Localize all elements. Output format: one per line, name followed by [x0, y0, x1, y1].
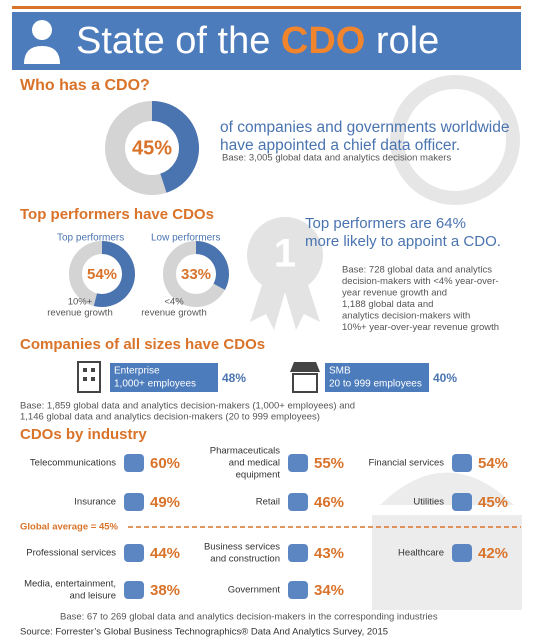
- industry-percent: 45%: [478, 494, 508, 511]
- statement: of companies and governments worldwide: [220, 119, 510, 136]
- badge-number: 1: [274, 232, 296, 276]
- industry-icon: [288, 454, 308, 472]
- donut-label: 54%: [87, 266, 117, 283]
- size-detail: 20 to 999 employees: [329, 379, 422, 390]
- size-name: SMB: [329, 366, 351, 377]
- industry-percent: 60%: [150, 455, 180, 472]
- industry-icon: [452, 493, 472, 511]
- industry-name: equipment: [236, 470, 281, 481]
- size-icon: [77, 361, 101, 393]
- donut-label: 45%: [132, 137, 172, 159]
- size-detail: 1,000+ employees: [114, 379, 196, 390]
- base-note: 1,188 global data and: [342, 299, 433, 310]
- statement: Top performers are 64%: [305, 215, 466, 232]
- industry-percent: 42%: [478, 545, 508, 562]
- donut-arc: [93, 241, 135, 307]
- section-heading: Top performers have CDOs: [20, 206, 214, 223]
- industry-percent: 43%: [314, 545, 344, 562]
- base-note: Base: 67 to 269 global data and analytic…: [60, 612, 438, 623]
- industry-icon: [124, 493, 144, 511]
- industry-name: Insurance: [74, 497, 116, 508]
- person-icon: [24, 20, 60, 64]
- section-heading: Companies of all sizes have CDOs: [20, 336, 265, 353]
- base-note: Base: 3,005 global data and analytics de…: [222, 153, 451, 164]
- building-graphic: [372, 472, 522, 610]
- industry-icon: [288, 493, 308, 511]
- icon-shape: [292, 373, 318, 393]
- title-part: State of the: [76, 20, 281, 62]
- industry-percent: 55%: [314, 455, 344, 472]
- industry-name: Financial services: [369, 458, 445, 469]
- group-caption: revenue growth: [47, 308, 112, 319]
- group-caption: 10%+: [68, 297, 93, 308]
- base-note: analytics decision-makers with: [342, 311, 470, 322]
- group-name: Low performers: [151, 233, 220, 244]
- industry-icon: [452, 544, 472, 562]
- industry-icon: [288, 581, 308, 599]
- icon-shape: [83, 368, 87, 372]
- base-note: decision-makers with <4% year-over-: [342, 276, 499, 287]
- industry-percent: 38%: [150, 582, 180, 599]
- industry-percent: 49%: [150, 494, 180, 511]
- base-note: 1,146 global data and analytics decision…: [20, 412, 320, 423]
- section-heading: CDOs by industry: [20, 426, 147, 443]
- group-name: Top performers: [57, 233, 124, 244]
- industry-name: Business services: [204, 542, 280, 553]
- global-average: Global average = 45%: [20, 522, 119, 533]
- industry-name: Retail: [256, 497, 280, 508]
- industry-name: and leisure: [70, 591, 116, 602]
- industry-percent: 54%: [478, 455, 508, 472]
- icon-shape: [290, 362, 320, 372]
- industry-name: Telecommunications: [30, 458, 116, 469]
- base-note: 10%+ year-over-year revenue growth: [342, 322, 499, 333]
- statement: more likely to appoint a CDO.: [305, 233, 501, 250]
- icon-shape: [91, 368, 95, 372]
- statement: have appointed a chief data officer.: [220, 137, 460, 154]
- size-name: Enterprise: [114, 366, 160, 377]
- top-rule: [12, 6, 521, 9]
- icon-shape: [77, 361, 101, 393]
- industry-percent: 34%: [314, 582, 344, 599]
- icon-shape: [91, 377, 95, 381]
- base-note: Base: 728 global data and analytics: [342, 265, 492, 276]
- group-caption: revenue growth: [141, 308, 206, 319]
- header-band: [12, 12, 521, 70]
- industry-icon: [124, 454, 144, 472]
- industry-name: and medical: [229, 458, 280, 469]
- industry-name: Utilities: [413, 497, 444, 508]
- globe-graphic: [390, 75, 520, 205]
- industry-name: Professional services: [26, 548, 116, 559]
- donut-arc: [151, 101, 199, 193]
- donut-arc: [195, 241, 229, 290]
- source: Source: Forrester’s Global Business Tech…: [20, 627, 388, 638]
- industry-percent: 44%: [150, 545, 180, 562]
- title-part: CDO: [281, 20, 365, 62]
- size-icon: [290, 362, 320, 393]
- size-box: [110, 363, 218, 392]
- industry-name: Media, entertainment,: [24, 579, 116, 590]
- industry-icon: [452, 454, 472, 472]
- industry-icon: [124, 581, 144, 599]
- industry-name: and construction: [210, 554, 280, 565]
- base-note: Base: 1,859 global data and analytics de…: [20, 401, 355, 412]
- icon-shape: [83, 377, 87, 381]
- industry-name: Pharmaceuticals: [210, 446, 280, 457]
- section-heading: Who has a CDO?: [20, 77, 150, 94]
- size-box: [325, 363, 429, 392]
- industry-name: Healthcare: [398, 548, 444, 559]
- size-percent: 40%: [433, 371, 457, 385]
- industry-name: Government: [228, 585, 281, 596]
- base-note: year revenue growth and: [342, 288, 447, 299]
- ribbon-graphic: [247, 217, 323, 330]
- industry-percent: 46%: [314, 494, 344, 511]
- group-caption: <4%: [164, 297, 184, 308]
- size-percent: 48%: [222, 371, 246, 385]
- industry-icon: [124, 544, 144, 562]
- title: State of the CDO role: [76, 20, 439, 62]
- industry-icon: [288, 544, 308, 562]
- donut-label: 33%: [181, 266, 211, 283]
- title-part: role: [365, 20, 439, 62]
